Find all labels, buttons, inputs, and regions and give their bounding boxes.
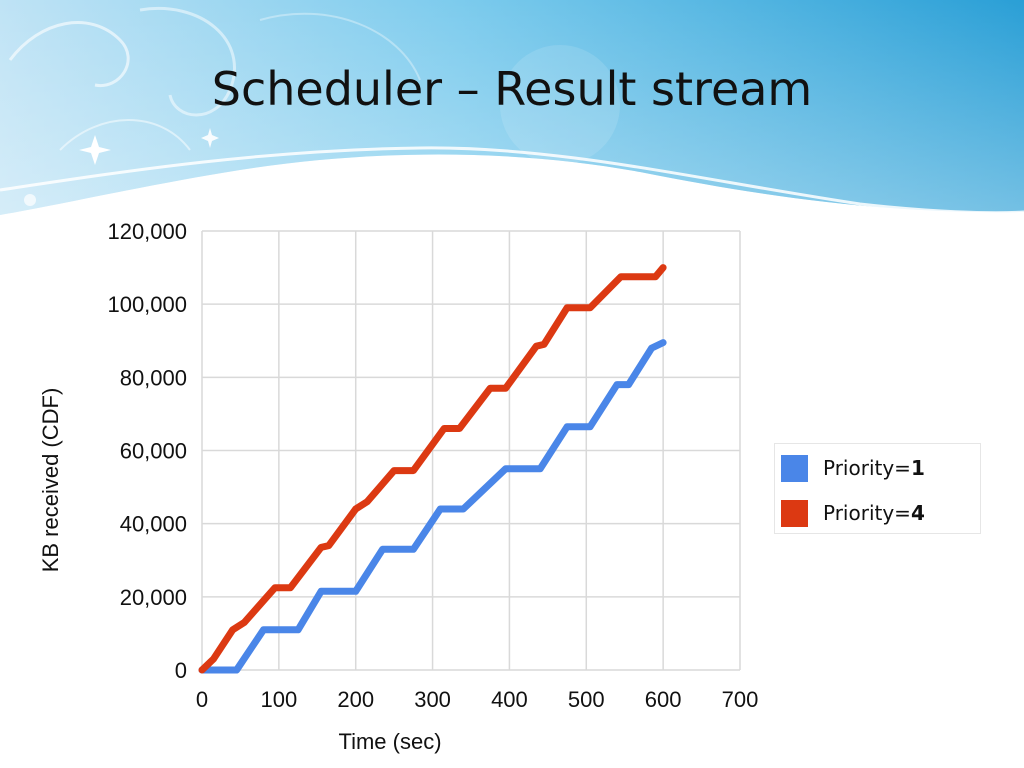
x-tick-label: 300 (414, 687, 451, 712)
y-tick-label: 40,000 (120, 512, 187, 537)
sparkle-icon (201, 128, 219, 148)
y-tick-label: 20,000 (120, 585, 187, 610)
x-tick-label: 0 (196, 687, 208, 712)
x-tick-label: 500 (568, 687, 605, 712)
legend-swatch-priority-4 (781, 499, 808, 527)
x-tick-label: 700 (722, 687, 759, 712)
legend-item-priority-4: Priority=4 (781, 498, 925, 528)
x-tick-label: 600 (645, 687, 682, 712)
chart-legend: Priority=1 Priority=4 (774, 443, 981, 534)
legend-swatch-priority-1 (781, 454, 808, 482)
sparkle-icon (79, 135, 111, 165)
legend-item-priority-1: Priority=1 (781, 453, 925, 483)
chart-series (198, 264, 667, 674)
y-tick-label: 80,000 (120, 365, 187, 390)
legend-label-priority-1: Priority=1 (823, 456, 925, 480)
y-tick-label: 0 (175, 658, 187, 683)
x-tick-label: 100 (260, 687, 297, 712)
title-banner (0, 0, 1024, 215)
x-tick-label: 400 (491, 687, 528, 712)
y-axis-title: KB received (CDF) (38, 388, 63, 573)
chart-tick-labels: 0 100 200 300 400 500 600 700 0 20,000 40,000 60,00… (107, 219, 758, 712)
slide-title: Scheduler – Result stream (211, 62, 813, 116)
chart-gridlines (201, 230, 741, 671)
series-line-priority-4 (198, 264, 667, 674)
series-line-priority-1 (198, 339, 667, 674)
y-tick-label: 60,000 (120, 439, 187, 464)
y-tick-label: 100,000 (107, 292, 187, 317)
legend-label-priority-4: Priority=4 (823, 501, 925, 525)
y-tick-label: 120,000 (107, 219, 187, 244)
x-tick-label: 200 (337, 687, 374, 712)
x-axis-title: Time (sec) (338, 729, 441, 754)
